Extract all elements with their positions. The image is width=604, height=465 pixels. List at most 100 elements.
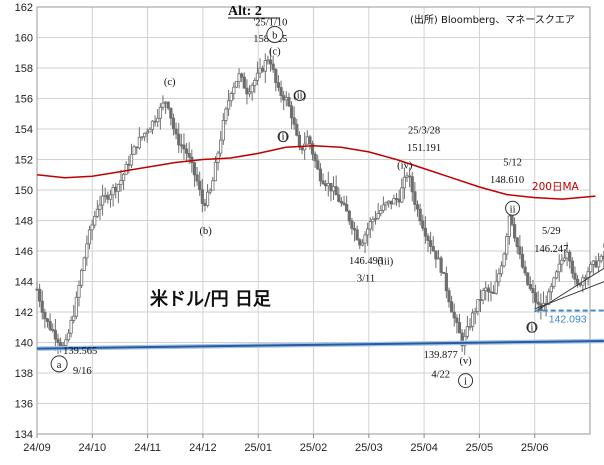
y-tick-label: 154 xyxy=(15,124,33,136)
candle-body xyxy=(575,278,580,285)
candle-body xyxy=(345,203,349,212)
candle-body xyxy=(413,191,417,205)
candle-body xyxy=(132,146,136,155)
candle-body xyxy=(549,285,553,293)
x-tick-label: 24/12 xyxy=(189,442,217,454)
candle-body xyxy=(533,292,538,303)
candle-body xyxy=(478,299,483,302)
candle-body xyxy=(560,259,564,265)
candle-body xyxy=(324,183,328,187)
candle-body xyxy=(492,292,496,294)
candle-body xyxy=(366,228,370,236)
candle-body xyxy=(74,296,78,317)
price-annotation: 5/12 xyxy=(503,158,522,169)
y-tick-label: 138 xyxy=(15,368,33,380)
candle-body xyxy=(355,229,359,241)
candle-body xyxy=(557,263,561,273)
x-tick-label: 25/04 xyxy=(410,442,438,454)
candle-body xyxy=(240,73,244,78)
candle-body xyxy=(93,215,97,226)
candle-body xyxy=(502,253,506,267)
candle-body xyxy=(179,144,183,147)
candle-body xyxy=(127,163,131,166)
candle-body xyxy=(562,257,567,261)
candle-body xyxy=(547,291,551,305)
candle-body xyxy=(300,146,304,151)
circled-wave-label: (i) xyxy=(527,322,537,333)
circled-wave-marker xyxy=(266,25,284,43)
circled-wave-marker xyxy=(526,321,538,333)
y-tick-label: 150 xyxy=(15,185,33,197)
candle-body xyxy=(153,120,157,123)
axes: 134 136 138 140 142 144 146 148 150 152 154 156 158 1… xyxy=(15,2,591,454)
y-tick-label: 146 xyxy=(15,246,33,258)
candle-body xyxy=(452,311,456,319)
candle-body xyxy=(384,202,388,206)
candle-body xyxy=(499,265,504,275)
candle-body xyxy=(505,236,509,255)
candle-body xyxy=(145,131,149,134)
candle-body xyxy=(379,209,383,215)
candle-body xyxy=(116,184,120,192)
candle-body xyxy=(279,87,283,96)
price-annotation: 146.247 xyxy=(534,244,568,255)
candle-body xyxy=(423,227,427,237)
candle-body xyxy=(224,108,228,121)
candle-body xyxy=(408,175,412,178)
candle-body xyxy=(53,330,57,340)
candle-body xyxy=(156,117,160,123)
candle-body xyxy=(174,128,178,135)
candle-body xyxy=(528,284,532,289)
candle-body xyxy=(455,317,459,323)
chart-title: Alt: 2 xyxy=(228,4,262,19)
price-annotation: 146.493 xyxy=(349,256,383,267)
candle-body xyxy=(200,189,204,204)
candle-body xyxy=(192,162,197,176)
circled-wave-label: (ii) xyxy=(293,90,306,101)
candle-body xyxy=(90,224,94,231)
candle-body xyxy=(515,237,519,248)
candle-body xyxy=(397,198,401,203)
candle-body xyxy=(111,186,115,196)
candle-body xyxy=(169,107,173,119)
candle-body xyxy=(250,84,254,93)
candle-body xyxy=(457,322,462,334)
candle-body xyxy=(163,101,168,104)
candle-body xyxy=(297,134,302,148)
candle-body xyxy=(360,242,364,246)
candle-body xyxy=(468,325,472,328)
candle-body xyxy=(484,287,488,291)
candle-body xyxy=(142,132,147,138)
candle-body xyxy=(352,228,357,231)
candle-body xyxy=(415,204,420,210)
candle-body xyxy=(596,260,601,268)
candle-body xyxy=(80,270,84,286)
candle-body xyxy=(232,86,236,94)
candle-body xyxy=(274,69,278,83)
candle-body xyxy=(106,194,110,200)
candle-body xyxy=(426,235,430,241)
candle-body xyxy=(465,326,469,337)
price-annotation: 4/22 xyxy=(431,370,450,381)
candle-body xyxy=(326,182,330,187)
candle-body xyxy=(510,215,514,225)
candle-body xyxy=(295,123,299,136)
candle-body xyxy=(536,301,540,305)
candle-body xyxy=(368,221,372,230)
candle-body xyxy=(95,208,99,217)
candle-body xyxy=(473,311,477,314)
candle-body xyxy=(268,59,273,65)
circled-wave-marker xyxy=(458,373,474,389)
y-tick-label: 158 xyxy=(15,63,33,75)
candle-body xyxy=(316,160,320,170)
candle-body xyxy=(439,257,443,273)
candle-body xyxy=(82,257,86,271)
y-tick-label: 156 xyxy=(15,94,33,106)
price-annotation: 9/16 xyxy=(73,366,92,377)
candle-body xyxy=(405,175,409,178)
candle-body xyxy=(599,255,603,262)
candle-body xyxy=(205,191,210,206)
y-tick-label: 136 xyxy=(15,399,33,411)
candle-body xyxy=(586,271,590,278)
candle-body xyxy=(376,213,380,219)
